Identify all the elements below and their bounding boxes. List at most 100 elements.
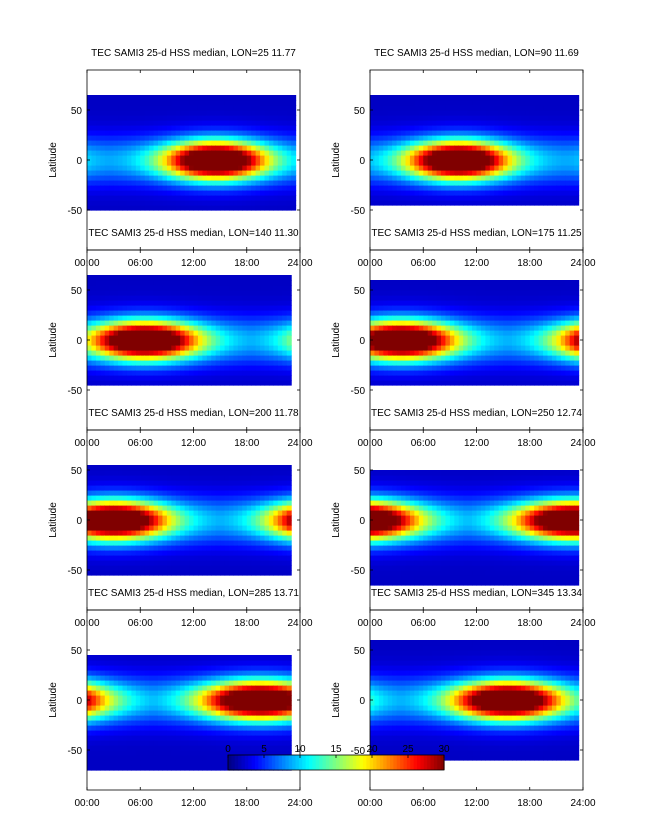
heatmap-cell: [476, 180, 482, 186]
heatmap-cell: [414, 310, 420, 316]
heatmap-cell: [574, 190, 580, 196]
heatmap-cell: [171, 540, 177, 546]
heatmap-cell: [260, 145, 266, 151]
heatmap-cell: [476, 95, 482, 101]
heatmap-cell: [104, 290, 110, 296]
heatmap-cell: [189, 490, 195, 496]
heatmap-cell: [135, 520, 141, 526]
heatmap-cell: [414, 145, 420, 151]
heatmap-cell: [162, 530, 168, 536]
heatmap-cell: [224, 165, 230, 171]
heatmap-cell: [392, 135, 398, 141]
heatmap-cell: [543, 155, 549, 161]
heatmap-cell: [463, 295, 469, 301]
heatmap-cell: [418, 180, 424, 186]
heatmap-cell: [427, 180, 433, 186]
heatmap-cell: [180, 295, 186, 301]
heatmap-cell: [441, 130, 447, 136]
heatmap-cell: [383, 295, 389, 301]
heatmap-cell: [392, 95, 398, 101]
heatmap-cell: [224, 360, 230, 366]
heatmap-cell: [405, 165, 411, 171]
heatmap-cell: [233, 190, 239, 196]
heatmap-cell: [122, 285, 128, 291]
heatmap-cell: [255, 365, 261, 371]
heatmap-cell: [489, 125, 495, 131]
heatmap-cell: [109, 135, 115, 141]
heatmap-cell: [489, 145, 495, 151]
heatmap-cell: [140, 315, 146, 321]
heatmap-cell: [525, 175, 531, 181]
heatmap-cell: [197, 280, 203, 286]
heatmap-cell: [463, 335, 469, 341]
heatmap-cell: [525, 115, 531, 121]
heatmap-cell: [485, 295, 491, 301]
heatmap-cell: [135, 95, 141, 101]
heatmap-cell: [100, 195, 106, 201]
heatmap-cell: [237, 105, 243, 111]
heatmap-cell: [251, 285, 257, 291]
heatmap-cell: [251, 130, 257, 136]
heatmap-cell: [547, 150, 553, 156]
heatmap-cell: [229, 95, 235, 101]
heatmap-cell: [255, 105, 261, 111]
heatmap-cell: [158, 130, 164, 136]
heatmap-cell: [144, 110, 150, 116]
heatmap-cell: [109, 140, 115, 146]
heatmap-cell: [534, 145, 540, 151]
heatmap-cell: [224, 465, 230, 471]
heatmap-cell: [237, 560, 243, 566]
heatmap-cell: [104, 155, 110, 161]
heatmap-cell: [458, 295, 464, 301]
heatmap-cell: [569, 190, 575, 196]
heatmap-cell: [189, 540, 195, 546]
heatmap-cell: [224, 145, 230, 151]
heatmap-cell: [489, 115, 495, 121]
heatmap-cell: [454, 140, 460, 146]
heatmap-cell: [445, 380, 451, 386]
heatmap-cell: [414, 175, 420, 181]
heatmap-cell: [467, 95, 473, 101]
heatmap-cell: [574, 175, 580, 181]
heatmap-cell: [414, 180, 420, 186]
heatmap-cell: [135, 200, 141, 206]
heatmap-cell: [282, 325, 288, 331]
heatmap-cell: [405, 135, 411, 141]
heatmap-cell: [109, 570, 115, 576]
y-tick-label: 0: [359, 336, 365, 347]
heatmap-cell: [273, 325, 279, 331]
heatmap-cell: [392, 150, 398, 156]
heatmap-cell: [242, 135, 248, 141]
heatmap-cell: [480, 200, 486, 206]
heatmap-cell: [220, 100, 226, 106]
heatmap-cell: [260, 325, 266, 331]
heatmap-cell: [126, 570, 132, 576]
heatmap-cell: [206, 375, 212, 381]
heatmap-cell: [436, 95, 442, 101]
heatmap-cell: [458, 200, 464, 206]
heatmap-cell: [507, 380, 513, 386]
heatmap-cell: [392, 100, 398, 106]
heatmap-cell: [569, 365, 575, 371]
heatmap-cell: [197, 350, 203, 356]
heatmap-cell: [498, 340, 504, 346]
heatmap-cell: [401, 105, 407, 111]
heatmap-cell: [126, 170, 132, 176]
heatmap-cell: [551, 315, 557, 321]
heatmap-cell: [507, 165, 513, 171]
heatmap-cell: [140, 530, 146, 536]
heatmap-cell: [405, 290, 411, 296]
heatmap-cell: [454, 380, 460, 386]
heatmap-cell: [512, 325, 518, 331]
heatmap-cell: [180, 115, 186, 121]
heatmap-cell: [118, 510, 124, 516]
heatmap-cell: [229, 155, 235, 161]
heatmap-cell: [538, 115, 544, 121]
heatmap-cell: [255, 295, 261, 301]
heatmap-cell: [140, 145, 146, 151]
heatmap-cell: [91, 360, 97, 366]
heatmap-cell: [149, 355, 155, 361]
heatmap-cell: [512, 115, 518, 121]
heatmap-cell: [574, 95, 580, 101]
heatmap-cell: [233, 325, 239, 331]
